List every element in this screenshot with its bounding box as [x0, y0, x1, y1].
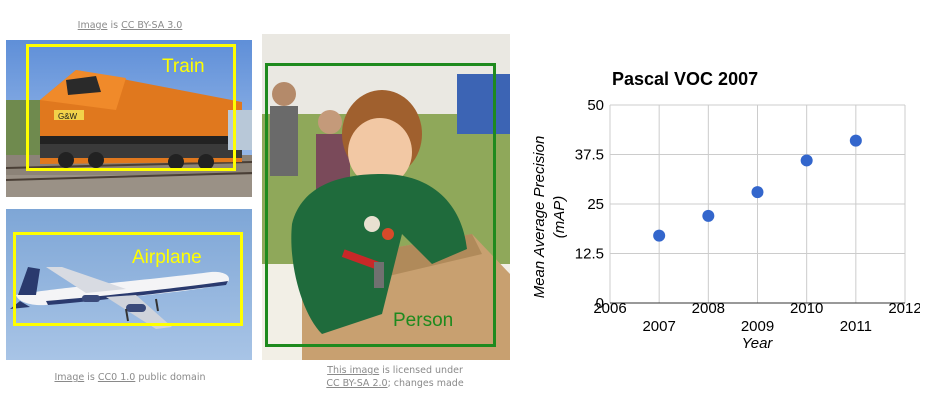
x-tick-label: 2008	[692, 300, 725, 317]
train-credit-text: is	[110, 20, 119, 31]
train-illustration: G&W	[6, 40, 252, 197]
x-tick-label: 2007	[642, 318, 675, 335]
x-tick-labels: 2006 2008 2010 2012 2007 2009 2011	[593, 300, 920, 335]
y-axis-label-line1: Mean Average Precision	[531, 136, 548, 299]
train-image-credit: Image is CC BY-SA 3.0	[40, 19, 220, 32]
person-image-link[interactable]: This image	[327, 365, 380, 376]
data-points	[653, 134, 862, 242]
svg-text:G&W: G&W	[58, 112, 78, 121]
data-point	[800, 154, 813, 167]
train-license-link[interactable]: CC BY-SA 3.0	[121, 20, 183, 31]
person-credit-text: is licensed under	[382, 365, 463, 376]
data-point	[849, 134, 862, 147]
airplane-credit-text: is	[87, 372, 95, 383]
data-point	[702, 209, 715, 222]
y-tick-labels: 0 12.5 25 37.5 50	[575, 97, 604, 312]
person-detection-label: Person	[393, 310, 454, 331]
y-tick-label: 12.5	[575, 246, 604, 263]
person-license-link[interactable]: CC BY-SA 2.0	[326, 378, 388, 389]
x-axis-label: Year	[742, 335, 774, 352]
airplane-detection-label: Airplane	[132, 247, 202, 268]
data-point	[751, 186, 764, 199]
chart-title: Pascal VOC 2007	[612, 69, 758, 89]
x-tick-label: 2011	[840, 318, 872, 335]
y-tick-label: 37.5	[575, 147, 604, 164]
chart-grid	[609, 104, 906, 304]
train-photo: G&W	[6, 40, 252, 197]
data-point	[653, 229, 666, 242]
y-axis-label-line2: (mAP)	[551, 196, 568, 239]
person-credit-suffix: ; changes made	[387, 378, 464, 389]
y-tick-label: 50	[587, 97, 604, 114]
airplane-bounding-box	[13, 232, 243, 326]
x-tick-label: 2012	[888, 300, 920, 317]
person-image-credit: This image is licensed under CC BY-SA 2.…	[305, 364, 485, 390]
y-tick-label: 25	[587, 196, 604, 213]
train-bounding-box	[26, 44, 236, 171]
airplane-image-credit: Image is CC0 1.0 public domain	[20, 371, 240, 384]
airplane-license-link[interactable]: CC0 1.0	[97, 372, 136, 383]
airplane-credit-suffix: public domain	[138, 372, 206, 383]
train-image-link[interactable]: Image	[77, 20, 108, 31]
person-photo	[262, 34, 510, 360]
person-illustration	[262, 34, 510, 360]
x-tick-label: 2010	[790, 300, 823, 317]
person-bounding-box	[265, 63, 496, 347]
airplane-image-link[interactable]: Image	[54, 372, 85, 383]
x-tick-label: 2006	[593, 300, 626, 317]
train-detection-label: Train	[162, 56, 205, 77]
y-tick-label: 0	[596, 295, 604, 312]
x-tick-label: 2009	[741, 318, 774, 335]
